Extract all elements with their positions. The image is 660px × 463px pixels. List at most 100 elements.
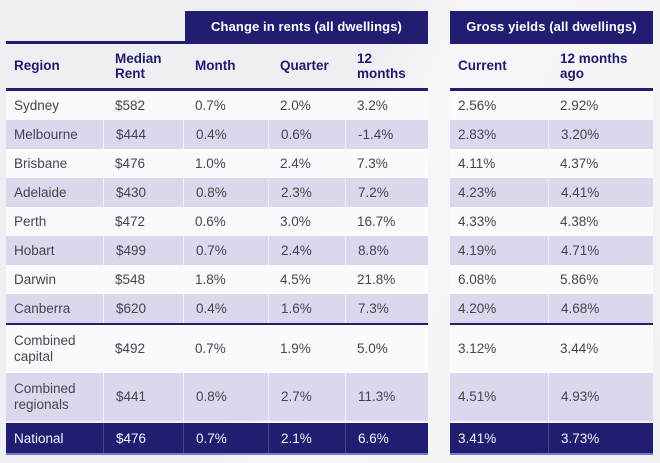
table-cell: 2.56% bbox=[458, 98, 497, 113]
table-cell: 0.7% bbox=[195, 341, 226, 357]
table-cell: Canberra bbox=[14, 301, 71, 316]
table-cell: 3.2% bbox=[357, 98, 388, 113]
column-header-median-rent: Median Rent bbox=[115, 50, 162, 81]
rents-column-header-row: Region Median Rent Month Quarter 12 mont… bbox=[6, 44, 428, 88]
yields-banner-row: Gross yields (all dwellings) bbox=[450, 11, 653, 41]
table-cell: 2.4% bbox=[280, 156, 311, 171]
table-cell: 3.73% bbox=[548, 423, 653, 453]
table-row-melbourne: 2.83% 3.20% bbox=[450, 120, 653, 149]
column-header-region: Region bbox=[14, 58, 60, 74]
table-cell: 1.9% bbox=[280, 341, 311, 357]
table-row-sydney: 2.56% 2.92% bbox=[450, 91, 653, 120]
yields-table: Gross yields (all dwellings) Current 12 … bbox=[450, 11, 653, 455]
yields-table-banner: Gross yields (all dwellings) bbox=[450, 11, 653, 41]
table-cell: 6.6% bbox=[345, 423, 428, 453]
table-row-darwin: 6.08% 5.86% bbox=[450, 265, 653, 294]
table-cell: 7.3% bbox=[345, 294, 428, 323]
table-row-adelaide: 4.23% 4.41% bbox=[450, 178, 653, 207]
column-header-current: Current bbox=[458, 58, 507, 74]
table-cell: -1.4% bbox=[345, 120, 428, 149]
table-cell: $444 bbox=[103, 120, 183, 149]
table-row-brisbane: 4.11% 4.37% bbox=[450, 149, 653, 178]
table-cell: Perth bbox=[14, 214, 47, 229]
table-cell: 0.7% bbox=[183, 423, 268, 453]
table-cell: 0.7% bbox=[195, 98, 226, 113]
divider-line bbox=[450, 41, 653, 44]
table-row-canberra: 4.20% 4.68% bbox=[450, 294, 653, 323]
table-row-hobart: Hobart $499 0.7% 2.4% 8.8% bbox=[6, 236, 428, 265]
rents-table-body: Sydney $582 0.7% 2.0% 3.2% Melbourne $444 0.4% 0… bbox=[6, 91, 428, 455]
table-cell: $492 bbox=[115, 341, 146, 357]
table-cell: Combined regionals bbox=[14, 381, 76, 412]
table-cell: Combined capital bbox=[14, 333, 76, 364]
table-cell: 11.3% bbox=[345, 373, 428, 421]
table-cell: $548 bbox=[115, 272, 146, 287]
divider-line bbox=[6, 88, 428, 91]
table-cell: 4.5% bbox=[280, 272, 311, 287]
table-cell: 2.1% bbox=[268, 423, 345, 453]
table-cell: 2.4% bbox=[268, 236, 345, 265]
table-cell: 0.8% bbox=[183, 178, 268, 207]
table-row-perth: 4.33% 4.38% bbox=[450, 207, 653, 236]
table-cell: 4.51% bbox=[458, 389, 497, 405]
table-cell: $441 bbox=[103, 373, 183, 421]
table-cell: 4.11% bbox=[458, 156, 496, 171]
column-header-12-months: 12 months bbox=[357, 50, 406, 81]
divider-line bbox=[6, 41, 428, 44]
column-header-month: Month bbox=[195, 58, 236, 74]
yields-column-header-row: Current 12 months ago bbox=[450, 44, 653, 88]
yields-table-body: 2.56% 2.92% 2.83% 3.20% 4.11% 4.37% 4.23% 4.41%… bbox=[450, 91, 653, 455]
table-cell: $582 bbox=[115, 98, 146, 113]
table-cell: 8.8% bbox=[345, 236, 428, 265]
table-row-combined-regionals: 4.51% 4.93% bbox=[450, 373, 653, 421]
table-cell: $476 bbox=[115, 156, 146, 171]
table-row-melbourne: Melbourne $444 0.4% 0.6% -1.4% bbox=[6, 120, 428, 149]
table-cell: 5.86% bbox=[560, 272, 599, 287]
table-cell: 0.4% bbox=[183, 120, 268, 149]
table-row-sydney: Sydney $582 0.7% 2.0% 3.2% bbox=[6, 91, 428, 120]
table-row-perth: Perth $472 0.6% 3.0% 16.7% bbox=[6, 207, 428, 236]
table-cell: $620 bbox=[103, 294, 183, 323]
table-cell: 4.71% bbox=[548, 236, 653, 265]
table-row-darwin: Darwin $548 1.8% 4.5% 21.8% bbox=[6, 265, 428, 294]
table-cell: 4.38% bbox=[560, 214, 599, 229]
table-cell: 3.12% bbox=[458, 341, 497, 357]
column-header-quarter: Quarter bbox=[280, 58, 329, 74]
table-cell: Melbourne bbox=[14, 127, 78, 142]
table-cell: National bbox=[14, 430, 64, 446]
table-row-combined-capital: Combined capital $492 0.7% 1.9% 5.0% bbox=[6, 323, 428, 373]
table-cell: 1.6% bbox=[268, 294, 345, 323]
table-row-combined-regionals: Combined regionals $441 0.8% 2.7% 11.3% bbox=[6, 373, 428, 421]
table-cell: 3.41% bbox=[458, 430, 497, 446]
table-cell: 4.33% bbox=[458, 214, 497, 229]
table-cell: 0.7% bbox=[183, 236, 268, 265]
divider-line bbox=[450, 88, 653, 91]
table-cell: 2.3% bbox=[268, 178, 345, 207]
table-cell: $476 bbox=[103, 423, 183, 453]
table-cell: Sydney bbox=[14, 98, 60, 113]
table-cell: $430 bbox=[103, 178, 183, 207]
table-cell: 16.7% bbox=[357, 214, 396, 229]
table-cell: 0.4% bbox=[183, 294, 268, 323]
table-cell: 4.68% bbox=[548, 294, 653, 323]
table-cell: $472 bbox=[115, 214, 146, 229]
rents-banner-row: Change in rents (all dwellings) bbox=[6, 11, 428, 41]
table-row-adelaide: Adelaide $430 0.8% 2.3% 7.2% bbox=[6, 178, 428, 207]
table-cell: 2.0% bbox=[280, 98, 311, 113]
table-cell: Hobart bbox=[14, 243, 55, 258]
table-cell: 1.0% bbox=[195, 156, 226, 171]
table-cell: 21.8% bbox=[357, 272, 396, 287]
table-cell: 2.83% bbox=[458, 127, 497, 142]
table-cell: 3.0% bbox=[280, 214, 311, 229]
table-cell: Adelaide bbox=[14, 185, 67, 200]
table-cell: 1.8% bbox=[195, 272, 226, 287]
table-row-hobart: 4.19% 4.71% bbox=[450, 236, 653, 265]
table-cell: Darwin bbox=[14, 272, 57, 287]
rents-table-banner: Change in rents (all dwellings) bbox=[185, 11, 428, 41]
table-cell: 0.6% bbox=[195, 214, 226, 229]
table-row-national: National $476 0.7% 2.1% 6.6% bbox=[6, 423, 428, 455]
table-cell: $499 bbox=[103, 236, 183, 265]
table-cell: 3.20% bbox=[548, 120, 653, 149]
table-cell: 7.2% bbox=[345, 178, 428, 207]
